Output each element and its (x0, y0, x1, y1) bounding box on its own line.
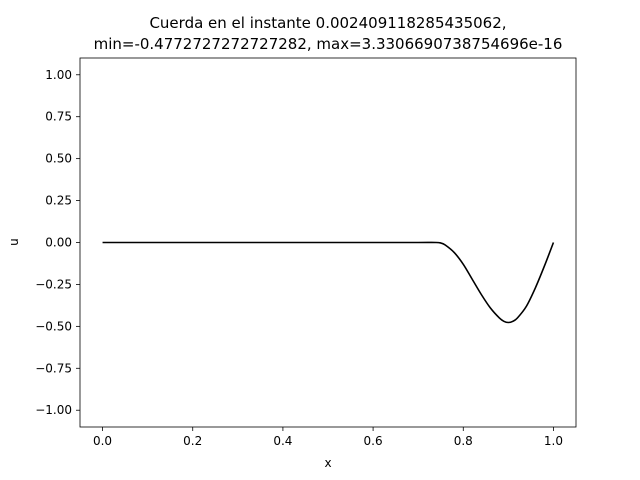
chart-title-line2: min=-0.4772727272727282, max=3.330669073… (94, 35, 563, 53)
x-axis-label: x (324, 456, 331, 470)
x-tick-label: 0.2 (183, 434, 202, 448)
x-tick-label: 0.6 (364, 434, 383, 448)
chart-title-line1: Cuerda en el instante 0.0024091182854350… (149, 14, 506, 32)
y-axis-ticks: 1.00 0.75 0.50 0.25 0.00 −0.25 −0.50 −0.75 −1.00 (35, 68, 80, 417)
y-tick-label: 0.00 (45, 236, 72, 250)
y-axis-label: u (7, 238, 21, 246)
x-tick-label: 0.0 (93, 434, 112, 448)
plot-frame (79, 57, 577, 428)
x-tick-label: 0.4 (273, 434, 292, 448)
y-tick-label: −1.00 (35, 403, 72, 417)
x-axis-ticks: 0.0 0.2 0.4 0.6 0.8 1.0 (93, 427, 563, 448)
y-tick-label: 0.75 (45, 110, 72, 124)
y-tick-label: 1.00 (45, 68, 72, 82)
y-tick-label: 0.50 (45, 152, 72, 166)
y-tick-label: 0.25 (45, 194, 72, 208)
y-tick-label: −0.25 (35, 277, 72, 291)
series-line (102, 241, 555, 324)
x-tick-label: 0.8 (454, 434, 473, 448)
x-tick-label: 1.0 (544, 434, 563, 448)
y-tick-label: −0.75 (35, 361, 72, 375)
y-tick-label: −0.50 (35, 319, 72, 333)
